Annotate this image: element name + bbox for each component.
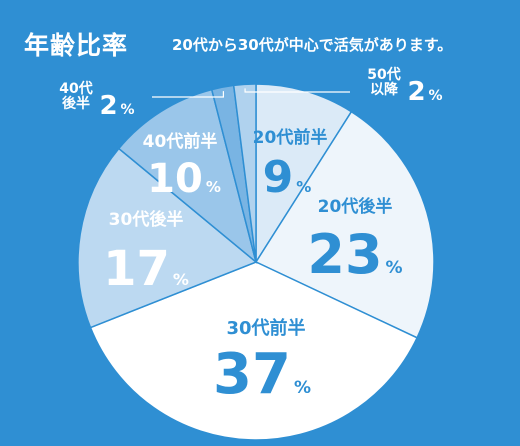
slice-value-6: 2% (407, 77, 442, 107)
slice-value-4: 10% (147, 156, 221, 202)
pie-slice-1 (254, 110, 435, 339)
leader-line-5 (152, 91, 224, 98)
slice-value-3: 17% (103, 241, 189, 297)
slice-label-2: 30代前半 (226, 317, 305, 339)
slice-label-3: 30代後半 (109, 209, 184, 230)
leader-line-6 (244, 88, 350, 93)
slice-value-0: 9% (263, 152, 312, 203)
pie-slice-4 (117, 88, 258, 265)
pie-slice-0 (255, 83, 353, 265)
slice-label-5: 40代後半 (59, 80, 92, 112)
slice-value-5: 2% (99, 91, 134, 121)
slice-label-4: 40代前半 (143, 131, 218, 152)
pie-slice-2 (89, 261, 419, 441)
slice-label-0: 20代前半 (253, 127, 328, 148)
slice-value-1: 23% (307, 223, 402, 286)
pie-slice-3 (77, 147, 258, 329)
chart-subtitle: 20代から30代が中心で活気があります。 (172, 36, 453, 54)
slice-value-2: 37% (213, 342, 311, 407)
chart-title: 年齢比率 (24, 31, 129, 60)
slice-label-1: 20代後半 (318, 196, 393, 217)
pie-slice-6 (232, 83, 257, 263)
slice-label-6: 50代以降 (367, 66, 400, 98)
